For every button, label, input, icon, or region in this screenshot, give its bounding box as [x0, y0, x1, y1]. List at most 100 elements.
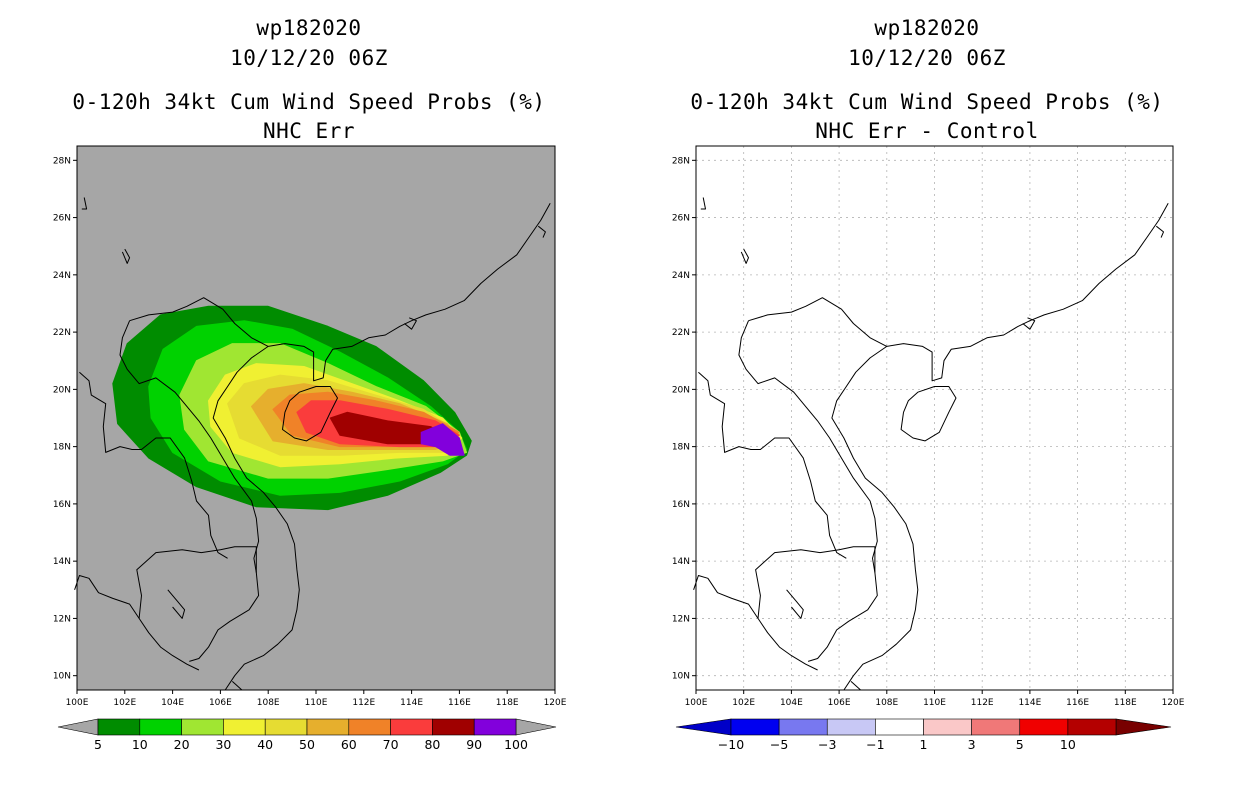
colorbar-label: −5: [770, 737, 788, 752]
x-tick-label: 112E: [971, 698, 994, 708]
island-outline: [1022, 317, 1036, 330]
colorbar-low-arrow: [675, 718, 732, 736]
colorbar-label: 10: [1060, 737, 1076, 752]
border-line: [748, 297, 888, 347]
island-outline: [740, 248, 749, 264]
x-tick-label: 104E: [161, 698, 184, 708]
colorbar-swatch: [264, 718, 308, 736]
colorbar-label: 50: [299, 737, 315, 752]
x-tick-label: 104E: [780, 698, 803, 708]
y-tick-label: 18N: [672, 443, 690, 453]
colorbar-swatch: [730, 718, 780, 736]
x-tick-labels: 100E 102E 104E 106E 108E 110E 112E 114E 116E 118E…: [66, 690, 567, 708]
colorbar-swatch: [875, 718, 924, 736]
y-tick-labels: 10N 12N 14N 16N 18N 20N 22N 24N 26N 28N: [672, 156, 696, 682]
x-tick-label: 110E: [923, 698, 946, 708]
x-tick-label: 120E: [1162, 698, 1185, 708]
right-panel: 100E 102E 104E 106E 108E 110E 112E 114E 116E 118E…: [618, 0, 1236, 800]
island-outline: [700, 197, 706, 210]
storm-id: wp182020: [874, 16, 980, 40]
x-tick-label: 100E: [66, 698, 89, 708]
colorbar-label: 1: [920, 737, 928, 752]
y-tick-label: 24N: [672, 271, 690, 281]
probability-swath: [112, 305, 472, 511]
y-tick-label: 16N: [53, 500, 71, 510]
colorbar-swatch: [1019, 718, 1069, 736]
y-tick-label: 24N: [53, 271, 71, 281]
coastlines: [693, 197, 1169, 691]
y-tick-label: 20N: [672, 385, 690, 395]
y-tick-label: 22N: [672, 328, 690, 338]
island-outline: [537, 225, 546, 238]
forecast-date: 10/12/20 06Z: [230, 46, 388, 70]
border-line: [136, 546, 260, 662]
border-line: [79, 371, 228, 559]
colorbar-swatch: [432, 718, 475, 736]
y-tick-label: 10N: [672, 672, 690, 682]
gridlines: [696, 146, 1173, 690]
colorbar-label: 80: [424, 737, 440, 752]
y-tick-label: 26N: [672, 214, 690, 224]
y-tick-label: 12N: [53, 614, 71, 624]
x-tick-label: 118E: [1114, 698, 1137, 708]
colorbar-swatch: [348, 718, 391, 736]
colorbar-low-arrow: [57, 718, 99, 736]
x-tick-label: 102E: [113, 698, 136, 708]
x-tick-label: 100E: [685, 698, 708, 708]
colorbar-swatch: [778, 718, 828, 736]
colorbar-label: −3: [818, 737, 836, 752]
x-tick-label: 114E: [400, 698, 423, 708]
island-outline: [1155, 225, 1164, 238]
colorbar-label: 3: [968, 737, 976, 752]
chart-title: 0-120h 34kt Cum Wind Speed Probs (%): [72, 90, 546, 114]
x-tick-label: 114E: [1018, 698, 1041, 708]
chart-subtitle: NHC Err: [262, 119, 355, 143]
colorbar-label: −10: [718, 737, 744, 752]
island-outline: [81, 197, 88, 210]
colorbar-swatch: [139, 718, 182, 736]
y-tick-label: 26N: [53, 214, 71, 224]
colorbar-swatch: [306, 718, 350, 736]
coastlines: [74, 197, 551, 691]
chart-subtitle: NHC Err - Control: [815, 119, 1039, 143]
x-tick-label: 110E: [305, 698, 328, 708]
storm-id: wp182020: [256, 16, 362, 40]
y-tick-label: 16N: [672, 500, 690, 510]
y-tick-label: 22N: [53, 328, 71, 338]
colorbar-swatch: [826, 718, 876, 736]
right-chart: 100E 102E 104E 106E 108E 110E 112E 114E 116E 118E…: [672, 145, 1185, 752]
colorbar-label: 40: [257, 737, 273, 752]
y-tick-label: 28N: [672, 156, 690, 166]
y-tick-labels: 10N 12N 14N 16N 18N 20N 22N 24N 26N 28N: [53, 156, 77, 682]
swath-90-percent: [420, 423, 465, 456]
colorbar-label: 100: [504, 737, 528, 752]
lake-outline: [786, 589, 804, 619]
hainan-outline: [282, 386, 338, 442]
colorbar-swatch: [923, 718, 972, 736]
y-tick-label: 10N: [53, 672, 71, 682]
colorbar-label: 5: [94, 737, 102, 752]
island-outline: [231, 681, 243, 691]
colorbar-label: 30: [215, 737, 231, 752]
island-outline: [121, 248, 131, 264]
colorbar-swatch: [1067, 718, 1117, 736]
x-tick-label: 112E: [352, 698, 375, 708]
x-tick-label: 108E: [257, 698, 280, 708]
colorbar-label: 70: [383, 737, 399, 752]
colorbar-swatch: [473, 718, 517, 736]
colorbar-high-arrow: [515, 718, 557, 736]
colorbar-swatch: [971, 718, 1021, 736]
x-tick-label: 106E: [209, 698, 232, 708]
x-tick-label: 118E: [496, 698, 519, 708]
colorbar-swatch: [181, 718, 224, 736]
x-tick-label: 116E: [1066, 698, 1089, 708]
colorbar-swatch: [97, 718, 141, 736]
lake-outline: [167, 589, 186, 619]
y-tick-label: 12N: [672, 614, 690, 624]
colorbar-swatch: [390, 718, 433, 736]
x-tick-label: 108E: [875, 698, 898, 708]
y-tick-label: 14N: [672, 557, 690, 567]
border-line: [129, 297, 269, 347]
border-line: [755, 546, 878, 662]
colorbar: −10 −5 −3 −1 1 3 5 10: [675, 718, 1172, 752]
